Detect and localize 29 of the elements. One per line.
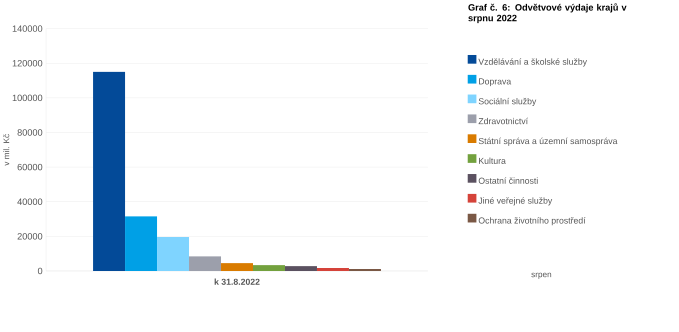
legend-label: Zdravotnictví	[478, 118, 528, 124]
bar	[253, 265, 285, 272]
legend-label: Doprava	[479, 78, 512, 86]
legend-label: Sociální služby	[478, 98, 536, 106]
legend-label: Ostatní činnosti	[478, 178, 538, 184]
legend-label: Kultura	[479, 158, 506, 164]
bar	[221, 263, 253, 272]
y-axis-title: v mil. Kč	[3, 134, 10, 166]
text: Graf č. 6: Odvětvové výdaje krajů v srpnu 2022	[468, 3, 627, 24]
y-tick-label: 40000	[17, 198, 42, 206]
bar	[189, 256, 222, 272]
bar	[284, 266, 317, 272]
y-tick-label: 0	[38, 268, 42, 274]
y-tick-label: 80000	[18, 129, 42, 136]
legend-label: Státní správa a územní samospráva	[478, 138, 618, 146]
legend-label: Ochrana životního prostředí	[478, 217, 586, 226]
bar	[125, 216, 158, 272]
bar	[316, 268, 349, 272]
y-tick-label: 100000	[12, 94, 42, 102]
bar	[93, 72, 126, 272]
legend-label: Jiné veřejné služby	[478, 197, 552, 206]
legend-label: Vzdělávání a školské služby	[478, 58, 587, 67]
y-tick-label: 140000	[12, 26, 42, 32]
y-tick-label: 120000	[12, 60, 42, 67]
bar	[157, 237, 190, 272]
y-tick-label: 60000	[18, 164, 42, 171]
text: srpen	[531, 272, 552, 280]
y-tick-label: 20000	[18, 233, 42, 240]
x-tick-label: k 31.8.2022	[214, 278, 260, 286]
